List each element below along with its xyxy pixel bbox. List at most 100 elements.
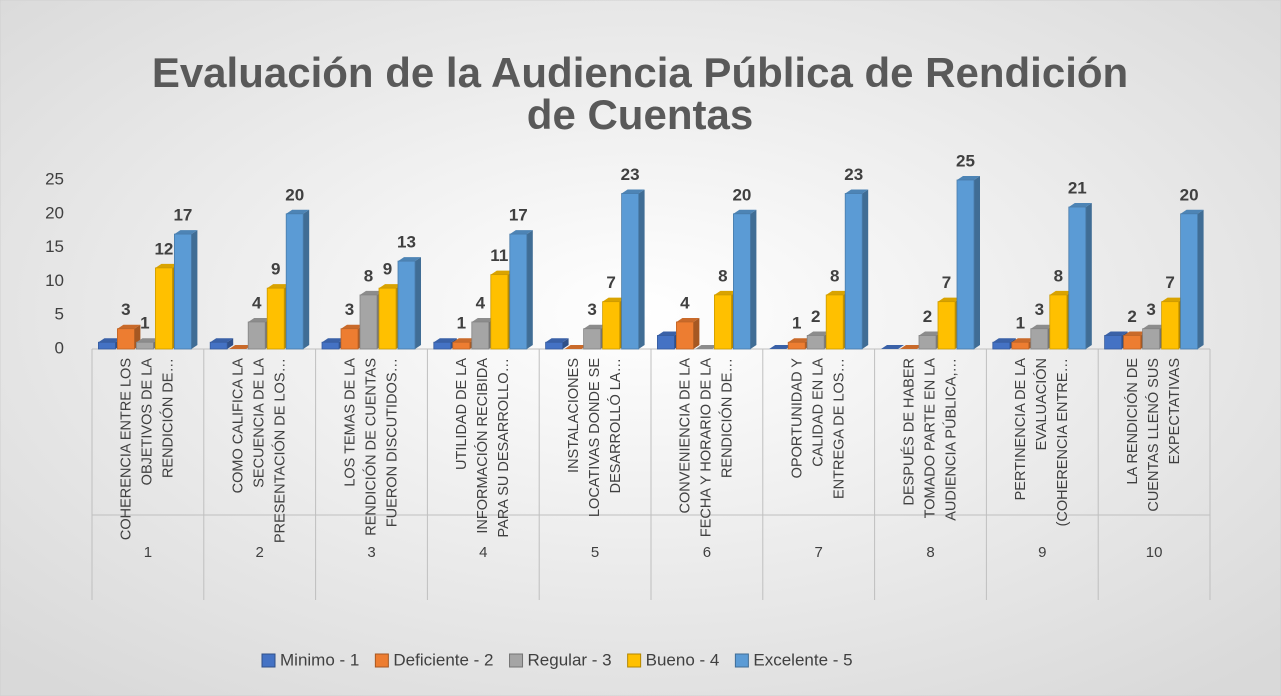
data-label: 13 — [397, 233, 416, 252]
bar-top — [286, 209, 310, 214]
bar-top — [471, 317, 495, 322]
bar-group — [209, 338, 234, 350]
bar — [621, 193, 639, 350]
bar — [433, 341, 452, 350]
x-tick-label: RENDICIÓN DE CUENTAS — [362, 358, 379, 536]
bar — [378, 287, 397, 350]
bar-top — [98, 338, 122, 343]
bar-group — [285, 209, 310, 350]
bar-top — [1142, 324, 1166, 329]
bar-group — [397, 257, 421, 350]
bar — [583, 328, 601, 350]
bar-top — [564, 345, 588, 349]
bar-group — [1180, 209, 1204, 350]
data-label: 20 — [285, 185, 304, 204]
x-tick-label: SECUENCIA DE LA — [252, 358, 268, 488]
y-tick-label: 5 — [55, 305, 64, 324]
x-group-label: 8 — [926, 544, 934, 561]
bar — [1049, 294, 1068, 350]
bar-group — [229, 345, 253, 349]
bar-top — [398, 257, 421, 262]
bar — [825, 294, 844, 350]
bar-top — [602, 297, 626, 302]
bar-top — [676, 317, 700, 322]
x-tick-label: LA RENDICIÓN DE — [1124, 358, 1141, 485]
bar-top — [938, 297, 961, 302]
bar-top — [992, 338, 1016, 343]
data-label: 3 — [121, 300, 130, 319]
bar-side — [693, 317, 700, 349]
bar — [321, 341, 340, 350]
legend-label: Bueno - 4 — [646, 650, 720, 669]
x-tick-label: DESPUÉS DE HABER — [900, 358, 917, 505]
bar-top — [807, 331, 831, 336]
bar-top — [788, 338, 812, 343]
bar-top — [1030, 324, 1054, 329]
legend-swatch — [734, 653, 749, 668]
bar-group — [1123, 331, 1147, 350]
data-label: 20 — [1180, 185, 1199, 204]
x-tick-label: AUDIENCIA PÚBLICA,… — [942, 358, 959, 521]
data-label: 21 — [1068, 179, 1087, 198]
x-tick-label: OBJETIVOS DE LA — [140, 358, 156, 486]
bar-top — [379, 284, 402, 289]
bar-top — [919, 331, 942, 336]
y-tick-label: 25 — [45, 169, 64, 188]
bar-top — [826, 290, 850, 295]
bar — [602, 301, 620, 350]
x-tick-label: CALIDAD EN LA — [811, 358, 827, 467]
bar-group — [545, 338, 569, 350]
bar — [490, 274, 509, 350]
legend-swatch — [509, 653, 524, 668]
bar — [657, 335, 675, 350]
bar-side — [638, 189, 645, 349]
bar-top — [733, 209, 757, 214]
x-tick-label: RENDICIÓN DE… — [160, 358, 177, 478]
data-label: 7 — [606, 273, 615, 292]
legend: Minimo - 1 Deficiente - 2 Regular - 3 Bueno… — [261, 650, 853, 669]
x-tick-label: PRESENTACIÓN DE LOS… — [272, 358, 289, 543]
data-label: 1 — [1016, 314, 1025, 333]
bar-top — [229, 345, 253, 349]
data-label: 7 — [1165, 273, 1174, 292]
x-group-label: 1 — [144, 544, 152, 561]
data-label: 1 — [457, 314, 466, 333]
bar — [154, 267, 173, 350]
data-label: 3 — [587, 300, 596, 319]
bar-top — [1068, 203, 1092, 208]
bar-group — [98, 338, 122, 350]
x-tick-label: (COHERENCIA ENTRE… — [1055, 358, 1071, 526]
bar-top — [136, 338, 160, 343]
bar-top — [1123, 331, 1147, 336]
bar — [509, 233, 528, 350]
bar — [98, 341, 116, 350]
x-tick-label: ENTREGA DE LOS… — [832, 358, 848, 499]
x-tick-label: UTILIDAD DE LA — [454, 358, 470, 470]
bar — [209, 341, 228, 350]
bar — [545, 341, 563, 350]
data-label: 2 — [923, 307, 932, 326]
bar-side — [1197, 209, 1204, 349]
bar — [359, 294, 378, 350]
bar-group — [956, 176, 980, 350]
data-label: 23 — [621, 165, 640, 184]
x-group-label: 9 — [1038, 544, 1046, 561]
x-tick-label: PERTINENCIA DE LA — [1013, 358, 1029, 501]
x-group-label: 3 — [367, 544, 375, 561]
x-tick-label: EXPECTATIVAS — [1167, 358, 1183, 464]
x-tick-label: COMO CALIFICA LA — [231, 358, 247, 494]
bar — [1068, 206, 1087, 350]
data-label: 3 — [345, 300, 354, 319]
x-group-label: 7 — [815, 544, 823, 561]
bar-side — [562, 338, 569, 349]
data-label: 7 — [942, 273, 951, 292]
bar-side — [227, 338, 234, 349]
bar — [1030, 328, 1049, 350]
data-label: 4 — [252, 293, 262, 312]
x-tick-label: OPORTUNIDAD Y — [790, 358, 806, 479]
bar — [1142, 328, 1160, 350]
bar — [956, 179, 975, 350]
bar-top — [248, 317, 272, 322]
x-group-label: 6 — [703, 544, 711, 561]
